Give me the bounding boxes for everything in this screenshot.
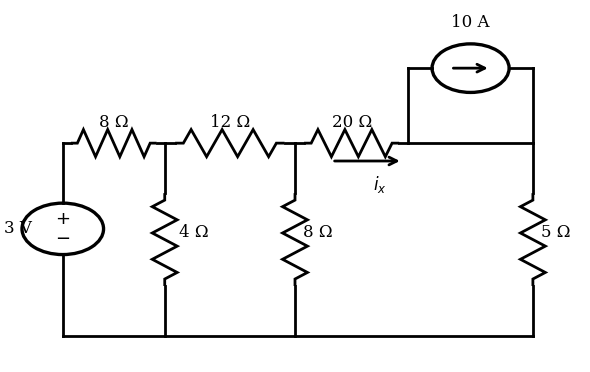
Text: 10 A: 10 A: [451, 14, 490, 31]
Text: 12 Ω: 12 Ω: [209, 114, 250, 131]
Text: 8 Ω: 8 Ω: [303, 224, 333, 241]
Text: $i_x$: $i_x$: [373, 173, 387, 195]
Text: +: +: [55, 210, 70, 228]
Text: 3 V: 3 V: [4, 220, 32, 237]
Text: 5 Ω: 5 Ω: [542, 224, 571, 241]
Text: 4 Ω: 4 Ω: [179, 224, 208, 241]
Text: −: −: [55, 230, 70, 248]
Text: 8 Ω: 8 Ω: [99, 114, 129, 131]
Text: 20 Ω: 20 Ω: [332, 114, 372, 131]
